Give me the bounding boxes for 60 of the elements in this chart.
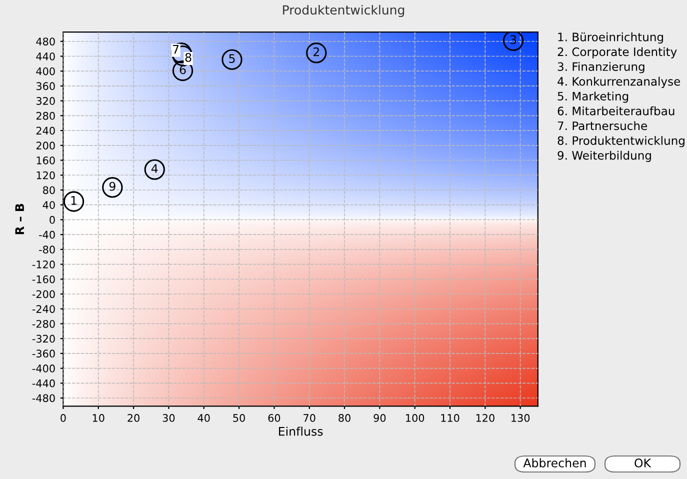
x-tick-label: 120	[476, 414, 494, 422]
x-tick-label: 20	[128, 414, 140, 422]
x-tick-label: 90	[374, 414, 386, 422]
y-tick-label: 160	[36, 156, 55, 164]
chart-title: Produktentwicklung	[283, 4, 404, 18]
y-tick-label: 320	[36, 97, 55, 105]
y-tick-label: -440	[32, 379, 55, 388]
y-tick-label: 440	[36, 52, 55, 60]
y-tick-label: 40	[42, 201, 55, 209]
x-tick-label: 110	[441, 414, 460, 422]
y-tick-label: 480	[36, 38, 55, 46]
text: OK	[634, 458, 652, 468]
y-tick-label: 80	[43, 186, 55, 194]
text: 3. Finanzierung	[558, 62, 644, 74]
y-tick-label: -40	[39, 230, 55, 239]
text: 7. Partnersuche	[558, 121, 647, 130]
y-axis-title: R – B	[15, 204, 24, 234]
y-tick-label: 200	[36, 142, 55, 150]
text: 1. Büroeinrichtung	[558, 32, 663, 44]
y-tick-label: 280	[36, 112, 55, 120]
annotation: 5	[229, 54, 235, 64]
y-tick-label: -400	[32, 364, 55, 372]
annotation: 8	[185, 52, 192, 62]
annotation: 1	[71, 196, 76, 205]
y-tick-label: -80	[39, 246, 55, 254]
y-tick-label: -280	[32, 320, 55, 328]
x-tick-label: 100	[406, 414, 424, 422]
text: 5. Marketing	[558, 92, 628, 103]
y-tick-label: -240	[32, 305, 55, 313]
x-tick-label: 0	[60, 414, 66, 422]
y-tick-label: -360	[32, 350, 55, 358]
y-tick-label: 400	[36, 67, 55, 76]
x-tick-label: 30	[162, 414, 175, 422]
y-tick-label: 240	[36, 126, 55, 135]
x-tick-label: 80	[338, 414, 350, 422]
y-tick-label: -120	[32, 260, 55, 268]
text: 9. Weiterbildung	[558, 150, 651, 162]
x-tick-label: 130	[512, 414, 530, 422]
y-tick-label: -160	[32, 275, 55, 284]
x-tick-label: 50	[233, 414, 245, 422]
text: Abbrechen	[523, 458, 586, 468]
text: 4. Konkurrenzanalyse	[558, 76, 680, 88]
x-tick-label: 40	[198, 414, 210, 422]
y-tick-label: 0	[50, 216, 55, 224]
annotation: 7	[173, 44, 179, 54]
y-tick-label: -320	[32, 334, 55, 343]
y-tick-label: -200	[32, 290, 55, 298]
x-tick-label: 70	[304, 414, 316, 422]
y-tick-label: 360	[36, 82, 55, 90]
annotation: 9	[109, 182, 116, 191]
text: 2. Corporate Identity	[558, 47, 677, 58]
y-tick-label: 120	[36, 171, 55, 180]
annotation: 4	[151, 164, 158, 173]
x-tick-label: 60	[268, 414, 280, 422]
y-tick-label: -480	[32, 394, 55, 402]
text: 6. Mitarbeiteraufbau	[558, 106, 674, 116]
x-tick-label: 10	[92, 414, 104, 422]
annotation: 2	[313, 47, 319, 56]
text: 8. Produktentwicklung	[558, 136, 684, 148]
x-axis-title: Einfluss	[279, 426, 323, 436]
